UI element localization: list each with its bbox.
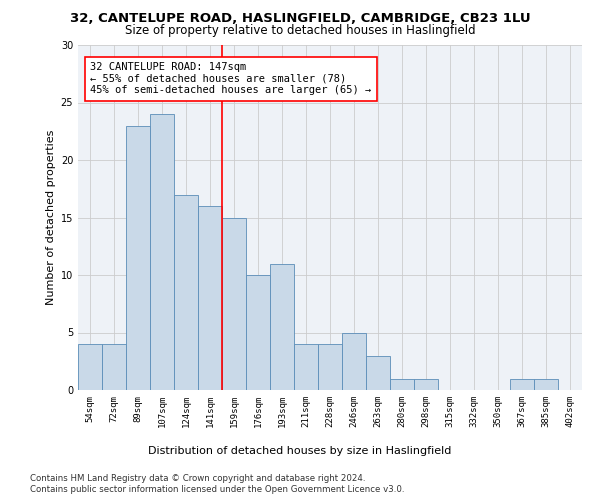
Bar xyxy=(246,275,270,390)
Text: 32, CANTELUPE ROAD, HASLINGFIELD, CAMBRIDGE, CB23 1LU: 32, CANTELUPE ROAD, HASLINGFIELD, CAMBRI… xyxy=(70,12,530,26)
Bar xyxy=(318,344,342,390)
Bar xyxy=(78,344,102,390)
Bar xyxy=(126,126,150,390)
Bar xyxy=(294,344,318,390)
Y-axis label: Number of detached properties: Number of detached properties xyxy=(46,130,56,305)
Text: Contains HM Land Registry data © Crown copyright and database right 2024.: Contains HM Land Registry data © Crown c… xyxy=(30,474,365,483)
Text: 32 CANTELUPE ROAD: 147sqm
← 55% of detached houses are smaller (78)
45% of semi-: 32 CANTELUPE ROAD: 147sqm ← 55% of detac… xyxy=(91,62,372,96)
Text: Contains public sector information licensed under the Open Government Licence v3: Contains public sector information licen… xyxy=(30,485,404,494)
Bar xyxy=(174,194,198,390)
Text: Distribution of detached houses by size in Haslingfield: Distribution of detached houses by size … xyxy=(148,446,452,456)
Bar xyxy=(342,332,366,390)
Bar xyxy=(198,206,222,390)
Bar xyxy=(270,264,294,390)
Bar xyxy=(534,378,558,390)
Bar xyxy=(222,218,246,390)
Bar xyxy=(102,344,126,390)
Bar xyxy=(390,378,414,390)
Text: Size of property relative to detached houses in Haslingfield: Size of property relative to detached ho… xyxy=(125,24,475,37)
Bar xyxy=(150,114,174,390)
Bar xyxy=(510,378,534,390)
Bar xyxy=(414,378,438,390)
Bar xyxy=(366,356,390,390)
